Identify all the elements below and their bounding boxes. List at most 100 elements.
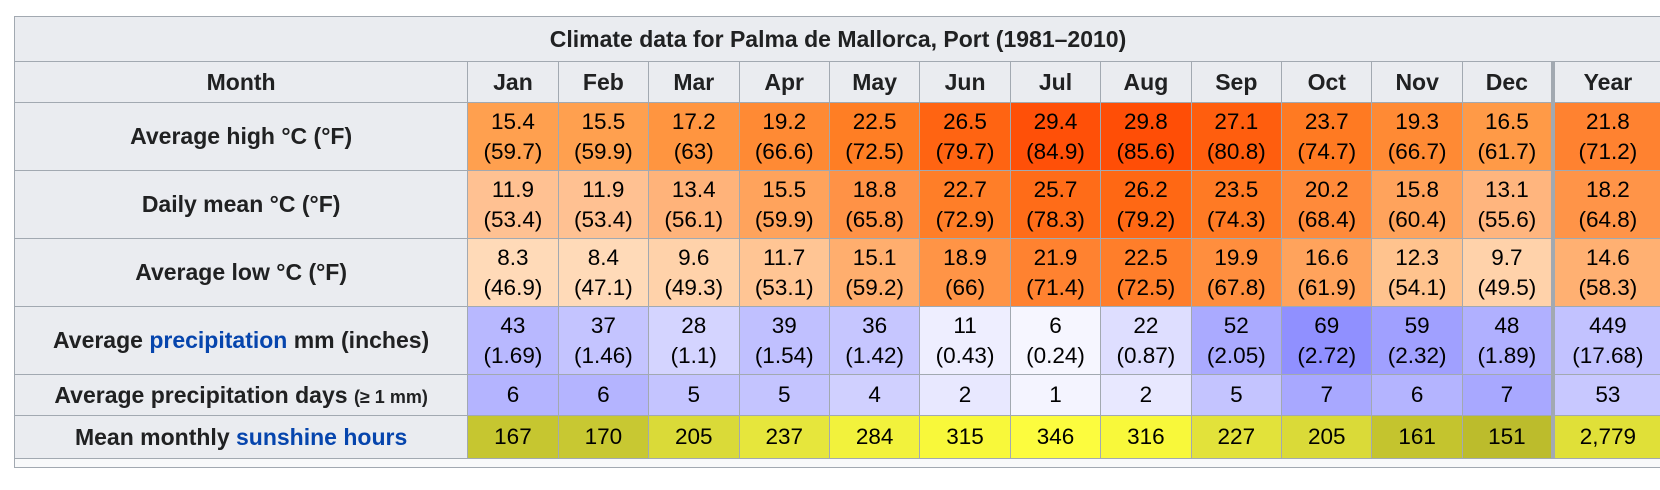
cell-converted-value: (0.24) — [1026, 342, 1085, 368]
cell-avg-high-feb: 15.5 (59.9) — [557, 102, 650, 171]
cell-value: 205 — [1307, 424, 1346, 450]
cell-daily-mean-sep: 23.5 (74.3) — [1190, 170, 1283, 239]
cell-value: 13.1 — [1484, 177, 1529, 203]
cell-value: 167 — [494, 424, 532, 450]
cell-value: 28 — [681, 313, 707, 339]
cell-value: 6 — [1410, 382, 1424, 408]
cell-value: 12.3 — [1395, 245, 1440, 271]
cell-value: 170 — [584, 424, 623, 450]
row-label-avg-precip: Average precipitation mm (inches) — [13, 306, 469, 375]
cell-daily-mean-dec: 13.1 (55.6) — [1461, 170, 1554, 239]
cell-converted-value: (72.9) — [935, 206, 995, 232]
column-header-mar: Mar — [648, 61, 740, 103]
cell-converted-value: (54.1) — [1387, 274, 1447, 300]
cell-value: 15.5 — [581, 109, 626, 135]
cell-value: 8.3 — [497, 245, 529, 271]
cell-avg-high-jun: 26.5 (79.7) — [919, 102, 1011, 171]
table-row-avg-high: Average high °C (°F) 15.4 (59.7) 15.5 (59.9)… — [13, 102, 1660, 171]
cell-value: 9.6 — [678, 245, 710, 271]
cell-value: 11.7 — [763, 245, 806, 271]
cell-avg-low-nov: 12.3 (54.1) — [1371, 238, 1463, 307]
cell-avg-precip-feb: 37 (1.46) — [557, 306, 650, 375]
climate-table: Climate data for Palma de Mallorca, Port… — [13, 16, 1660, 468]
cell-value: 11.9 — [491, 177, 534, 203]
cell-precip-days-year: 53 — [1550, 374, 1660, 416]
cell-avg-low-mar: 9.6 (49.3) — [648, 238, 740, 307]
row-label-text: mm (inches) — [287, 327, 430, 354]
row-label-text: Average precipitation days — [54, 381, 354, 408]
cell-precip-days-may: 4 — [828, 374, 921, 416]
row-label-text: Average — [53, 327, 150, 354]
cell-avg-high-aug: 29.8 (85.6) — [1100, 102, 1192, 171]
cell-converted-value: (60.4) — [1387, 206, 1447, 232]
cell-value: 316 — [1127, 424, 1165, 450]
cell-value: 15.4 — [491, 109, 535, 135]
cell-value: 8.4 — [587, 245, 619, 271]
column-header-jan: Jan — [467, 61, 559, 103]
cell-sunshine-may: 284 — [828, 415, 921, 459]
cell-converted-value: (61.9) — [1297, 274, 1357, 300]
cell-converted-value: (0.43) — [935, 342, 995, 368]
cell-value: 48 — [1494, 313, 1520, 339]
cell-converted-value: (55.6) — [1477, 206, 1537, 232]
cell-avg-low-sep: 19.9 (67.8) — [1190, 238, 1283, 307]
cell-value: 16.6 — [1304, 245, 1349, 271]
cell-avg-precip-jul: 6 (0.24) — [1009, 306, 1102, 375]
row-label-avg-high: Average high °C (°F) — [13, 102, 469, 171]
column-header-jun: Jun — [919, 61, 1011, 103]
cell-converted-value: (63) — [673, 138, 714, 164]
cell-avg-precip-sep: 52 (2.05) — [1190, 306, 1283, 375]
cell-precip-days-aug: 2 — [1100, 374, 1192, 416]
cell-value: 9.7 — [1491, 245, 1523, 271]
table-row-avg-precip: Average precipitation mm (inches) 43 (1.69… — [13, 306, 1660, 375]
cell-avg-low-may: 15.1 (59.2) — [828, 238, 921, 307]
cell-avg-high-apr: 19.2 (66.6) — [738, 102, 830, 171]
cell-value: 161 — [1398, 424, 1436, 450]
cell-avg-high-jul: 29.4 (84.9) — [1009, 102, 1102, 171]
cell-sunshine-mar: 205 — [648, 415, 740, 459]
column-header-nov: Nov — [1371, 61, 1463, 103]
cell-sunshine-dec: 151 — [1461, 415, 1554, 459]
cell-value: 5 — [777, 382, 791, 408]
cell-value: 26.5 — [943, 109, 987, 135]
sunshine-hours-link[interactable]: sunshine hours — [236, 423, 408, 450]
cell-converted-value: (1.69) — [483, 342, 543, 368]
cell-value: 59 — [1404, 313, 1430, 339]
column-header-year: Year — [1550, 61, 1660, 103]
cell-converted-value: (17.68) — [1572, 342, 1644, 368]
table-row-sunshine: Mean monthly sunshine hours 167 170 205 237 2… — [13, 415, 1660, 459]
cell-converted-value: (53.4) — [573, 206, 633, 232]
cell-converted-value: (67.8) — [1206, 274, 1266, 300]
cell-sunshine-nov: 161 — [1371, 415, 1463, 459]
cell-converted-value: (1.46) — [573, 342, 633, 368]
cell-value: 39 — [771, 313, 797, 339]
cell-precip-days-mar: 5 — [648, 374, 740, 416]
table-row-cutoff — [14, 458, 1660, 468]
cell-value: 22 — [1133, 313, 1159, 339]
cell-avg-precip-aug: 22 (0.87) — [1100, 306, 1192, 375]
cell-avg-high-sep: 27.1 (80.8) — [1190, 102, 1283, 171]
cell-converted-value: (80.8) — [1206, 138, 1266, 164]
row-label-text: Mean monthly — [74, 423, 236, 450]
cell-value: 22.5 — [852, 109, 897, 135]
cell-value: 37 — [590, 313, 616, 339]
cell-sunshine-jul: 346 — [1009, 415, 1102, 459]
cell-precip-days-jul: 1 — [1009, 374, 1102, 416]
cell-converted-value: (1.54) — [754, 342, 814, 368]
cell-value: 315 — [946, 424, 984, 450]
column-header-dec: Dec — [1461, 61, 1554, 103]
row-label-precip-days: Average precipitation days (≥ 1 mm) — [13, 374, 469, 416]
cell-converted-value: (59.9) — [754, 206, 814, 232]
cutoff-cell — [14, 458, 1660, 468]
cell-value: 6 — [597, 382, 610, 408]
cell-converted-value: (78.3) — [1026, 206, 1085, 232]
cell-converted-value: (56.1) — [664, 206, 724, 232]
cell-converted-value: (49.3) — [664, 274, 724, 300]
cell-converted-value: (2.72) — [1297, 342, 1357, 368]
cell-sunshine-oct: 205 — [1281, 415, 1373, 459]
cell-value: 17.2 — [671, 109, 716, 135]
cell-daily-mean-jun: 22.7 (72.9) — [919, 170, 1011, 239]
precipitation-link[interactable]: precipitation — [149, 327, 288, 354]
cell-value: 25.7 — [1033, 177, 1078, 203]
cell-value: 7 — [1500, 382, 1514, 408]
